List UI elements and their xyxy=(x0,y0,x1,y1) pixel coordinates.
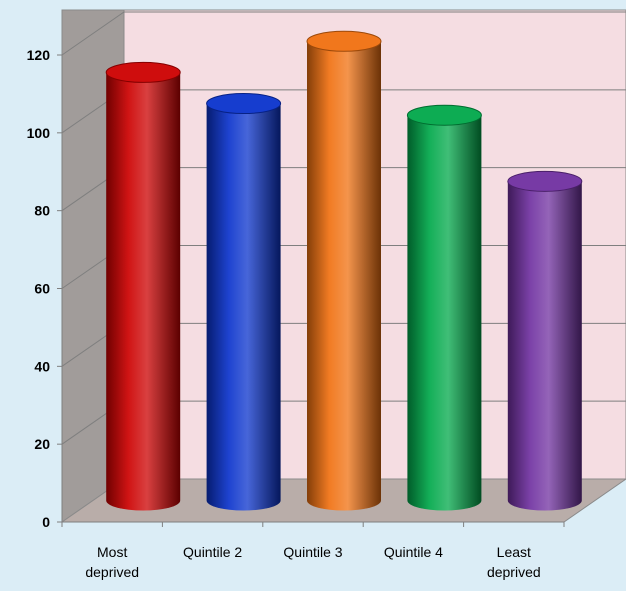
y-tick-label: 120 xyxy=(27,47,51,63)
bar-body xyxy=(307,41,381,511)
bars xyxy=(105,30,583,511)
x-tick-label: Quintile 2 xyxy=(183,544,242,560)
bar-top xyxy=(507,170,583,192)
y-tick-label: 40 xyxy=(34,358,50,374)
x-tick-label-line: Quintile 4 xyxy=(384,544,443,560)
x-tick-label-line: Least xyxy=(497,544,531,560)
x-tick-label: Quintile 3 xyxy=(283,544,342,560)
bar-body xyxy=(407,115,482,511)
y-axis: 0 20 40 60 80 100 120 xyxy=(27,47,63,530)
x-tick-label-line: deprived xyxy=(85,564,139,580)
bar xyxy=(206,93,282,511)
bar-top xyxy=(406,104,482,126)
x-axis: Most deprived Quintile 2 Quintile 3 Quintile… xyxy=(61,521,565,580)
y-tick-label: 20 xyxy=(34,436,50,452)
x-tick-label: Quintile 4 xyxy=(384,544,443,560)
y-tick-label: 80 xyxy=(34,203,50,219)
bar-body xyxy=(206,103,281,511)
x-tick-label: Least deprived xyxy=(487,544,541,580)
x-tick-label-line: Most xyxy=(97,544,127,560)
x-tick-label-line: Quintile 3 xyxy=(283,544,342,560)
bar xyxy=(406,104,482,511)
bar-body xyxy=(507,181,582,511)
x-tick-label-line: Quintile 2 xyxy=(183,544,242,560)
gridline xyxy=(61,11,626,56)
x-tick-label: Most deprived xyxy=(85,544,139,580)
bar-top xyxy=(206,93,282,115)
bar xyxy=(105,61,181,511)
y-tick-label: 100 xyxy=(27,125,51,141)
bar-body xyxy=(106,72,181,511)
y-tick-label: 0 xyxy=(42,514,50,530)
x-tick-label-line: deprived xyxy=(487,564,541,580)
bar-top xyxy=(306,30,382,52)
bar xyxy=(507,170,583,511)
y-tick-label: 60 xyxy=(34,281,50,297)
bar-top xyxy=(105,61,181,83)
bar xyxy=(306,30,382,511)
